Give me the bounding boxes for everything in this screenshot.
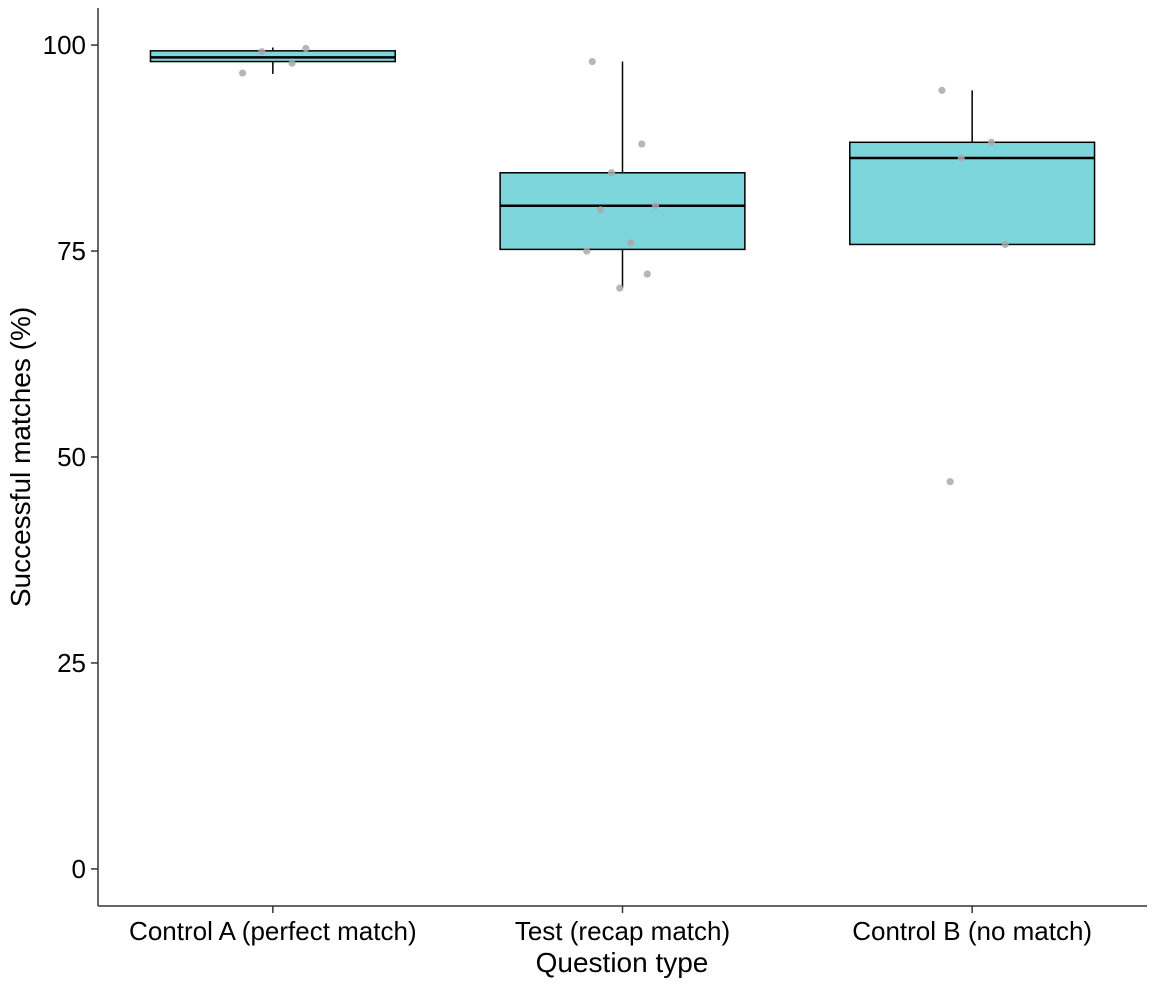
box-group (499, 57, 746, 292)
data-point (643, 270, 651, 278)
x-tick-label: Control B (no match) (852, 916, 1092, 946)
data-point (607, 169, 616, 177)
data-point (258, 48, 266, 56)
y-axis-ticks: 0 25 50 75 100 (43, 30, 98, 884)
iqr-box (849, 141, 1096, 246)
box-group (849, 86, 1096, 486)
data-point (238, 69, 247, 77)
data-point (651, 202, 660, 210)
data-point (596, 206, 605, 214)
data-point (938, 86, 946, 94)
data-point (638, 140, 646, 148)
data-point (588, 57, 596, 66)
data-point (616, 284, 624, 292)
data-point (302, 44, 310, 52)
y-tick-label: 75 (57, 236, 86, 266)
data-point (627, 239, 635, 247)
x-tick-label: Test (recap match) (515, 916, 730, 946)
data-point (957, 154, 965, 162)
data-point (288, 59, 296, 67)
box-group (149, 44, 396, 77)
y-tick-label: 100 (43, 30, 86, 60)
y-tick-label: 25 (57, 648, 86, 678)
iqr-box (499, 172, 746, 251)
y-tick-label: 0 (72, 854, 86, 884)
x-tick-label: Control A (perfect match) (129, 916, 417, 946)
data-point (946, 478, 954, 486)
data-point (1001, 240, 1009, 249)
y-axis-title: Successful matches (%) (5, 307, 36, 607)
y-tick-label: 50 (57, 442, 86, 472)
plot-area (149, 44, 1096, 486)
data-point (987, 138, 996, 146)
x-axis-title: Question type (536, 947, 709, 978)
x-axis-ticks: Control A (perfect match) Test (recap mat… (129, 906, 1092, 946)
data-point (583, 247, 591, 255)
